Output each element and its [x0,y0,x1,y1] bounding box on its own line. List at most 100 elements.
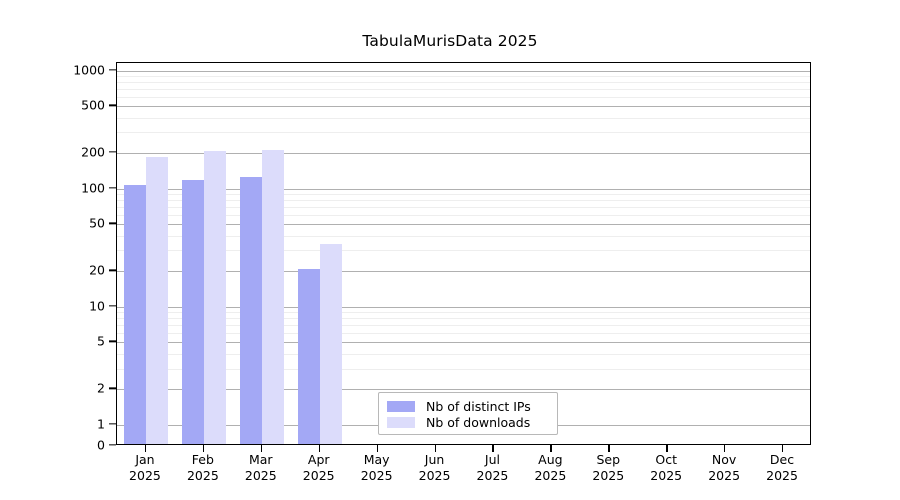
y-axis-tick-label: 200 [81,144,105,160]
x-tick-year: 2025 [476,467,509,483]
x-tick-year: 2025 [302,467,335,483]
gridline-minor [117,312,810,314]
y-axis-tick-label: 0 [97,437,105,453]
gridline-minor [117,318,810,320]
y-axis-tick-mark [109,104,116,106]
y-axis-tick-label: 20 [89,262,105,278]
legend-swatch [387,400,415,412]
x-tick-year: 2025 [418,467,451,483]
gridline-major [117,342,810,344]
bar [203,151,226,444]
x-axis-tick-label: Dec 2025 [742,452,822,483]
bar [319,243,342,444]
x-tick-month: Jul [484,452,500,467]
x-axis-tick-mark [318,445,320,452]
gridline-minor [117,82,810,84]
y-axis-tick-mark [109,423,116,425]
x-axis-tick-mark [666,445,668,452]
gridline-major [117,70,810,72]
x-tick-year: 2025 [766,467,798,483]
x-tick-year: 2025 [186,467,219,483]
x-axis-tick-mark [144,445,147,452]
gridline-minor [117,76,810,78]
x-axis-tick-label: Oct 2025 [626,452,706,483]
x-axis-tick-label: Jul 2025 [452,452,532,483]
y-axis-tick-label: 10 [89,298,105,314]
x-tick-month: Oct [655,452,678,467]
x-axis-tick-mark [434,445,436,452]
gridline-minor [117,88,810,90]
legend-item: Nb of distinct IPs [387,398,549,414]
y-axis-tick-mark [109,305,116,307]
x-axis-tick-mark [550,445,552,452]
legend-swatch [387,416,415,428]
x-tick-month: Apr [307,452,330,467]
x-axis-tick-mark [782,445,784,452]
x-tick-year: 2025 [650,467,683,483]
x-tick-year: 2025 [534,467,567,483]
x-axis-tick-mark [608,445,610,452]
x-axis-tick-label: Nov 2025 [684,452,764,483]
x-axis-tick-mark [492,445,494,452]
y-axis-tick-label: 1000 [73,62,105,78]
x-tick-month: Aug [538,452,563,467]
x-tick-month: May [363,452,390,467]
bar [297,269,320,444]
x-axis-tick-mark [724,445,726,452]
x-axis-tick-mark [260,445,263,452]
gridline-minor [117,250,810,252]
x-axis-tick-mark [202,445,205,452]
x-axis-tick-label: Jan 2025 [105,452,185,483]
x-tick-month: Feb [191,452,214,467]
x-tick-month: Sep [596,452,621,467]
gridline-major [117,153,810,155]
x-tick-month: Jan [135,452,155,467]
bar [145,156,168,444]
x-tick-month: Dec [769,452,795,467]
gridline-major [117,106,810,108]
x-axis-tick-label: Sep 2025 [568,452,648,483]
y-axis-tick-mark [109,151,116,153]
y-axis-tick-mark [109,387,116,390]
y-axis-tick-label: 100 [81,180,105,196]
x-tick-year: 2025 [708,467,741,483]
plot-area [116,62,811,445]
gridline-minor [117,333,810,335]
gridline-minor [117,368,810,370]
y-axis-tick-mark [109,187,116,189]
x-axis-tick-mark [376,445,378,452]
x-axis-tick-label: Mar 2025 [221,452,301,483]
legend-label: Nb of distinct IPs [426,398,531,414]
bar [239,176,262,444]
y-axis-tick-label: 50 [89,215,105,231]
gridline-minor [117,96,810,98]
gridline-minor [117,194,810,196]
y-axis-tick-label: 500 [81,97,105,113]
y-axis-tick-label: 2 [97,380,105,396]
x-axis-tick-label: May 2025 [337,452,417,483]
gridline-major [117,224,810,226]
gridline-minor [117,325,810,327]
y-axis-tick-mark [109,69,116,71]
x-tick-month: Nov [711,452,737,467]
x-axis-tick-label: Feb 2025 [163,452,243,483]
x-tick-month: Mar [248,452,273,467]
x-axis-tick-label: Apr 2025 [279,452,359,483]
chart-title: TabulaMurisData 2025 [362,32,538,50]
legend-label: Nb of downloads [426,414,531,430]
gridline-minor [117,214,810,216]
bar [261,149,284,444]
bars [117,63,810,444]
x-tick-year: 2025 [592,467,625,483]
y-axis-tick-label: 5 [97,333,105,349]
x-tick-year: 2025 [360,467,393,483]
y-axis-tick-mark [109,269,116,271]
gridline-major [117,188,810,190]
gridline-minor [117,132,810,134]
y-axis-tick-mark [109,444,116,446]
gridline-major [117,389,810,391]
gridline-major [117,271,810,273]
legend-item: Nb of downloads [387,414,549,430]
chart-legend: Nb of distinct IPs Nb of downloads [378,392,558,435]
